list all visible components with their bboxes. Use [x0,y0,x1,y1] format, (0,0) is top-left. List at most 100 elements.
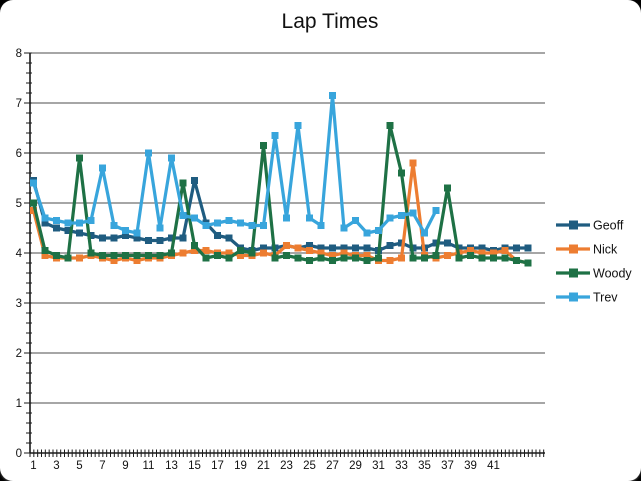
data-point-geoff-lap-11 [145,237,152,244]
data-point-geoff-lap-13 [168,234,175,242]
data-point-trev-lap-6 [87,217,95,224]
x-tick-label: 29 [349,460,362,472]
x-tick-label: 7 [99,460,105,472]
data-point-woody-lap-18 [225,254,233,262]
data-point-trev-lap-20 [248,222,256,229]
data-point-geoff-lap-38 [455,244,463,252]
data-point-nick-lap-40 [478,249,486,257]
data-point-geoff-lap-17 [214,232,221,239]
x-tick-label: 5 [76,460,82,472]
data-point-woody-lap-16 [202,254,210,262]
x-tick-label: 23 [280,460,293,472]
data-point-woody-lap-19 [237,247,244,254]
data-point-geoff-lap-3 [53,224,60,232]
data-point-geoff-lap-25 [306,242,313,249]
data-point-woody-lap-40 [478,254,486,262]
data-point-nick-lap-21 [260,249,267,257]
x-tick-label: 9 [122,460,128,472]
data-point-trev-lap-26 [317,222,325,229]
data-point-nick-lap-37 [444,252,451,259]
data-point-nick-lap-14 [179,249,187,257]
data-point-geoff-lap-21 [260,244,267,252]
data-point-woody-lap-14 [179,179,187,187]
x-tick-label: 3 [53,460,59,472]
data-point-nick-lap-33 [398,254,405,262]
data-point-trev-lap-15 [191,214,198,222]
data-point-geoff-lap-10 [133,234,141,242]
legend-marker-swatch [569,244,578,254]
data-point-woody-lap-22 [271,254,279,262]
data-point-geoff-lap-9 [122,232,129,239]
data-point-geoff-lap-15 [191,177,198,184]
data-point-woody-lap-39 [467,252,474,259]
data-point-woody-lap-10 [133,252,141,259]
data-point-trev-lap-16 [202,222,210,229]
data-point-nick-lap-5 [76,254,83,262]
data-point-woody-lap-4 [64,254,72,262]
data-point-nick-lap-24 [294,244,302,252]
chart-title: Lap Times [281,10,379,33]
data-point-trev-lap-9 [122,227,129,234]
x-tick-label: 41 [487,460,500,472]
data-point-trev-lap-22 [271,132,279,139]
data-point-trev-lap-10 [133,229,141,237]
data-point-nick-lap-18 [225,249,233,257]
data-point-woody-lap-7 [99,252,106,259]
data-point-nick-lap-1 [30,207,37,214]
data-point-woody-lap-9 [122,252,129,259]
x-tick-label: 21 [257,460,270,472]
data-point-trev-lap-4 [64,219,72,227]
data-point-woody-lap-34 [409,254,417,262]
data-point-geoff-lap-27 [329,244,336,252]
data-point-trev-lap-2 [41,214,49,222]
data-point-nick-lap-8 [110,257,118,264]
data-point-woody-lap-36 [432,252,440,259]
data-point-trev-lap-29 [352,217,359,224]
y-tick-label: 8 [16,48,22,60]
data-point-trev-lap-17 [214,219,221,227]
data-point-woody-lap-28 [340,254,348,262]
x-tick-label: 11 [143,460,155,472]
x-tick-label: 17 [211,460,224,472]
data-point-geoff-lap-32 [386,242,394,249]
data-point-trev-lap-30 [363,229,371,237]
data-point-nick-lap-41 [490,249,497,257]
legend-label: Nick [593,243,618,257]
data-point-nick-lap-10 [133,257,141,264]
data-point-geoff-lap-6 [87,232,95,239]
data-point-nick-lap-27 [329,252,336,259]
data-point-woody-lap-35 [421,254,428,262]
data-point-woody-lap-44 [524,259,532,267]
data-point-woody-lap-37 [444,184,451,192]
data-point-geoff-lap-7 [99,234,106,242]
data-point-woody-lap-1 [30,199,37,207]
data-point-trev-lap-24 [294,122,302,129]
data-point-nick-lap-26 [317,249,325,257]
data-point-woody-lap-26 [317,254,325,262]
data-point-woody-lap-42 [501,254,509,262]
x-tick-label: 13 [165,460,178,472]
x-tick-label: 27 [326,460,339,472]
data-point-geoff-lap-28 [340,244,348,252]
data-point-trev-lap-19 [237,219,244,227]
data-point-woody-lap-29 [352,254,359,262]
data-point-nick-lap-16 [202,247,210,254]
data-point-woody-lap-13 [168,249,175,257]
data-point-geoff-lap-14 [179,234,187,242]
data-point-nick-lap-2 [41,252,49,259]
data-point-nick-lap-32 [386,257,394,264]
data-point-trev-lap-32 [386,214,394,222]
data-point-geoff-lap-43 [513,244,520,252]
data-point-woody-lap-12 [156,252,164,259]
data-point-trev-lap-11 [145,149,152,157]
x-tick-label: 33 [395,460,408,472]
legend-label: Woody [593,267,632,281]
x-tick-label: 25 [303,460,316,472]
legend-marker-swatch [569,268,578,278]
data-point-woody-lap-30 [363,257,371,264]
data-point-trev-lap-25 [306,214,313,222]
data-point-nick-lap-15 [191,247,198,254]
data-point-woody-lap-5 [76,154,83,162]
